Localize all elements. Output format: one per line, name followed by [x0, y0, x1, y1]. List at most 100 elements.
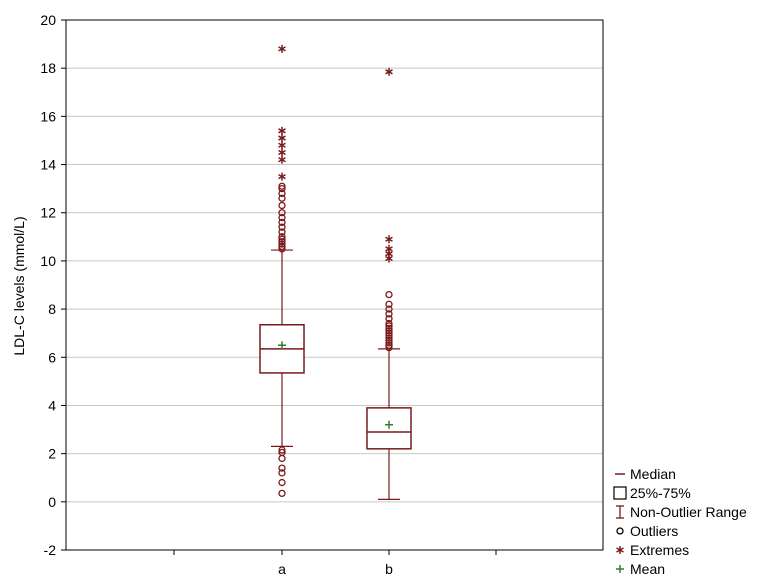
outlier-point	[278, 213, 286, 222]
extreme-point	[616, 546, 624, 554]
extreme-stroke	[385, 255, 393, 262]
outlier-point	[278, 233, 286, 241]
outlier-point	[385, 305, 393, 313]
extreme-point	[278, 155, 286, 164]
extreme-point	[278, 44, 286, 53]
y-tick-label: 6	[48, 349, 56, 365]
extreme-point	[278, 134, 286, 143]
outlier-point	[385, 324, 393, 333]
y-tick-label: 14	[40, 157, 56, 173]
outlier-point	[278, 464, 286, 472]
outlier-point	[278, 201, 286, 210]
y-tick-label: 16	[40, 108, 56, 124]
y-tick-label: -2	[44, 542, 57, 558]
y-tick-label: 0	[48, 494, 56, 510]
boxes	[259, 249, 412, 501]
outlier-point	[385, 322, 393, 330]
legend-whisker-icon	[616, 505, 624, 519]
extreme-point	[385, 67, 393, 76]
outlier-point	[385, 300, 393, 308]
outlier-point	[278, 446, 286, 454]
legend: Median 25%-75% Non-Outlier Range Outliers Ex…	[613, 466, 747, 577]
outlier-point	[385, 290, 393, 299]
legend-item-extreme: Extremes	[616, 542, 689, 558]
y-tick-label: 12	[40, 205, 56, 221]
legend-item-box: 25%-75%	[613, 485, 691, 501]
extreme-point	[278, 148, 286, 157]
legend-label: Median	[630, 466, 676, 482]
outlier-point	[385, 327, 393, 335]
extreme-stroke	[385, 69, 393, 75]
outlier-point	[385, 339, 393, 347]
outlier-point	[385, 341, 393, 349]
y-tick-label: 18	[40, 60, 56, 76]
extreme-point	[278, 172, 286, 181]
outlier-point	[278, 184, 286, 193]
y-axis: -2 0 2 4 6 8 10 12 14 16 18 20	[40, 12, 66, 558]
outlier-point	[278, 237, 286, 246]
outlier-point	[278, 209, 286, 217]
outlier-point	[385, 315, 393, 323]
extreme-point	[385, 244, 393, 253]
outlier-point	[278, 194, 286, 202]
legend-label: Extremes	[630, 542, 689, 558]
legend-label: Outliers	[630, 523, 678, 539]
extreme-point	[385, 235, 393, 244]
extreme-point	[278, 126, 286, 135]
y-tick-label: 2	[48, 446, 56, 462]
extreme-stroke	[278, 135, 286, 141]
grid-lines	[66, 67, 603, 503]
legend-outlier-icon	[616, 527, 624, 535]
x-tick-label: b	[385, 561, 393, 577]
outlier-point	[385, 336, 393, 345]
outlier-point	[385, 319, 393, 328]
outlier-point	[278, 240, 286, 248]
outlier-point	[278, 189, 286, 198]
outlier-point	[278, 478, 286, 487]
outlier-point	[278, 454, 286, 463]
outlier-point	[385, 334, 393, 342]
legend-item-median: Median	[615, 466, 676, 482]
outlier-point	[278, 182, 286, 190]
outlier-point	[385, 310, 393, 318]
legend-item-whisker: Non-Outlier Range	[616, 504, 747, 520]
legend-mean-icon	[616, 565, 624, 573]
extreme-stroke	[278, 128, 286, 134]
legend-item-mean: Mean	[616, 561, 665, 577]
box-b	[366, 348, 412, 501]
y-tick-label: 8	[48, 301, 56, 317]
extreme-stroke	[385, 246, 393, 252]
extreme-stroke	[278, 46, 286, 52]
outlier-point	[385, 343, 393, 352]
y-tick-label: 4	[48, 397, 56, 413]
extreme-stroke	[278, 157, 286, 163]
extreme-stroke	[616, 547, 624, 553]
x-tick-label: a	[278, 561, 286, 577]
outlier-point	[278, 223, 286, 231]
outlier-point	[278, 228, 286, 236]
mean-marker	[385, 420, 393, 429]
y-tick-label: 20	[40, 12, 56, 28]
extreme-stroke	[385, 236, 393, 242]
outlier-point	[278, 245, 286, 253]
legend-box-icon	[613, 486, 627, 500]
outlier-point	[278, 489, 286, 498]
outlier-point	[278, 469, 286, 477]
box-a	[259, 249, 305, 448]
points	[278, 44, 393, 498]
plot-area	[65, 19, 604, 551]
outlier-point	[385, 329, 393, 337]
outlier-point	[278, 242, 286, 251]
outlier-point	[385, 331, 393, 340]
y-axis-label: LDL-C levels (mmol/L)	[11, 216, 27, 355]
y-tick-label: 10	[40, 253, 56, 269]
mean-marker	[278, 341, 286, 350]
legend-label: Non-Outlier Range	[630, 504, 747, 520]
extreme-point	[278, 141, 286, 150]
legend-label: 25%-75%	[630, 485, 691, 501]
extreme-stroke	[278, 173, 286, 180]
outlier-point	[278, 448, 286, 457]
legend-item-outlier: Outliers	[616, 523, 678, 539]
